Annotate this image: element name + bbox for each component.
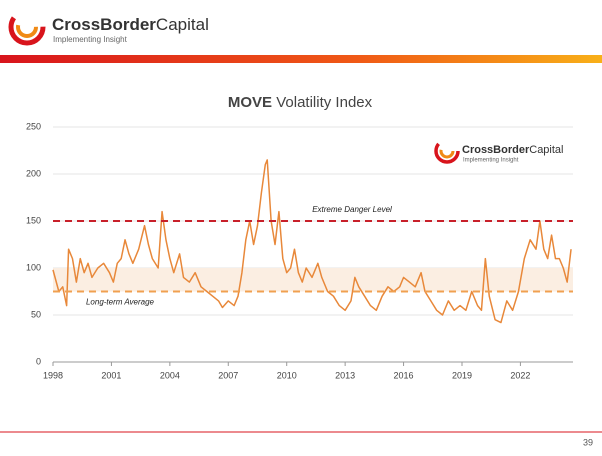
x-tick-label: 2001 — [101, 370, 121, 380]
y-tick-label: 50 — [31, 309, 41, 319]
x-tick-label: 2016 — [394, 370, 414, 380]
y-tick-label: 150 — [26, 215, 41, 225]
header-logo — [8, 8, 46, 46]
x-tick-label: 2004 — [160, 370, 180, 380]
plot: 0 50 100 150 200 250 1998 2001 2004 2007 2010 2013 2… — [26, 121, 573, 380]
x-tick-label: 2010 — [277, 370, 297, 380]
brand-rest: Capital — [156, 15, 209, 34]
x-tick-label: 1998 — [43, 370, 63, 380]
series-line — [52, 159, 572, 324]
chart-logo-tagline: Implementing Insight — [463, 158, 519, 164]
tagline: Implementing Insight — [53, 35, 128, 44]
y-tick-label: 250 — [26, 121, 41, 131]
chart-logo-bold: CrossBorder — [462, 144, 530, 156]
brand: CrossBorderCapital — [52, 15, 209, 34]
header-bar — [0, 55, 602, 63]
reference-label: Long-term Average — [86, 298, 155, 307]
page-number: 39 — [583, 437, 593, 447]
shaded-range — [53, 268, 573, 292]
y-tick-label: 100 — [26, 262, 41, 272]
chart-logo-brand: CrossBorderCapital — [462, 144, 564, 156]
chart-title: MOVE Volatility Index — [228, 94, 373, 111]
x-tick-label: 2007 — [218, 370, 238, 380]
brand-bold: CrossBorder — [52, 15, 156, 34]
y-tick-label: 200 — [26, 168, 41, 178]
chart-logo-rest: Capital — [529, 144, 563, 156]
y-tick-label: 0 — [36, 356, 41, 366]
x-tick-label: 2019 — [452, 370, 472, 380]
x-tick-label: 2013 — [335, 370, 355, 380]
title-bold: MOVE — [228, 94, 272, 111]
chart-logo: CrossBorderCapital Implementing Insight — [434, 138, 564, 164]
x-tick-label: 2022 — [510, 370, 530, 380]
reference-label: Extreme Danger Level — [312, 205, 392, 214]
title-rest: Volatility Index — [276, 94, 372, 111]
